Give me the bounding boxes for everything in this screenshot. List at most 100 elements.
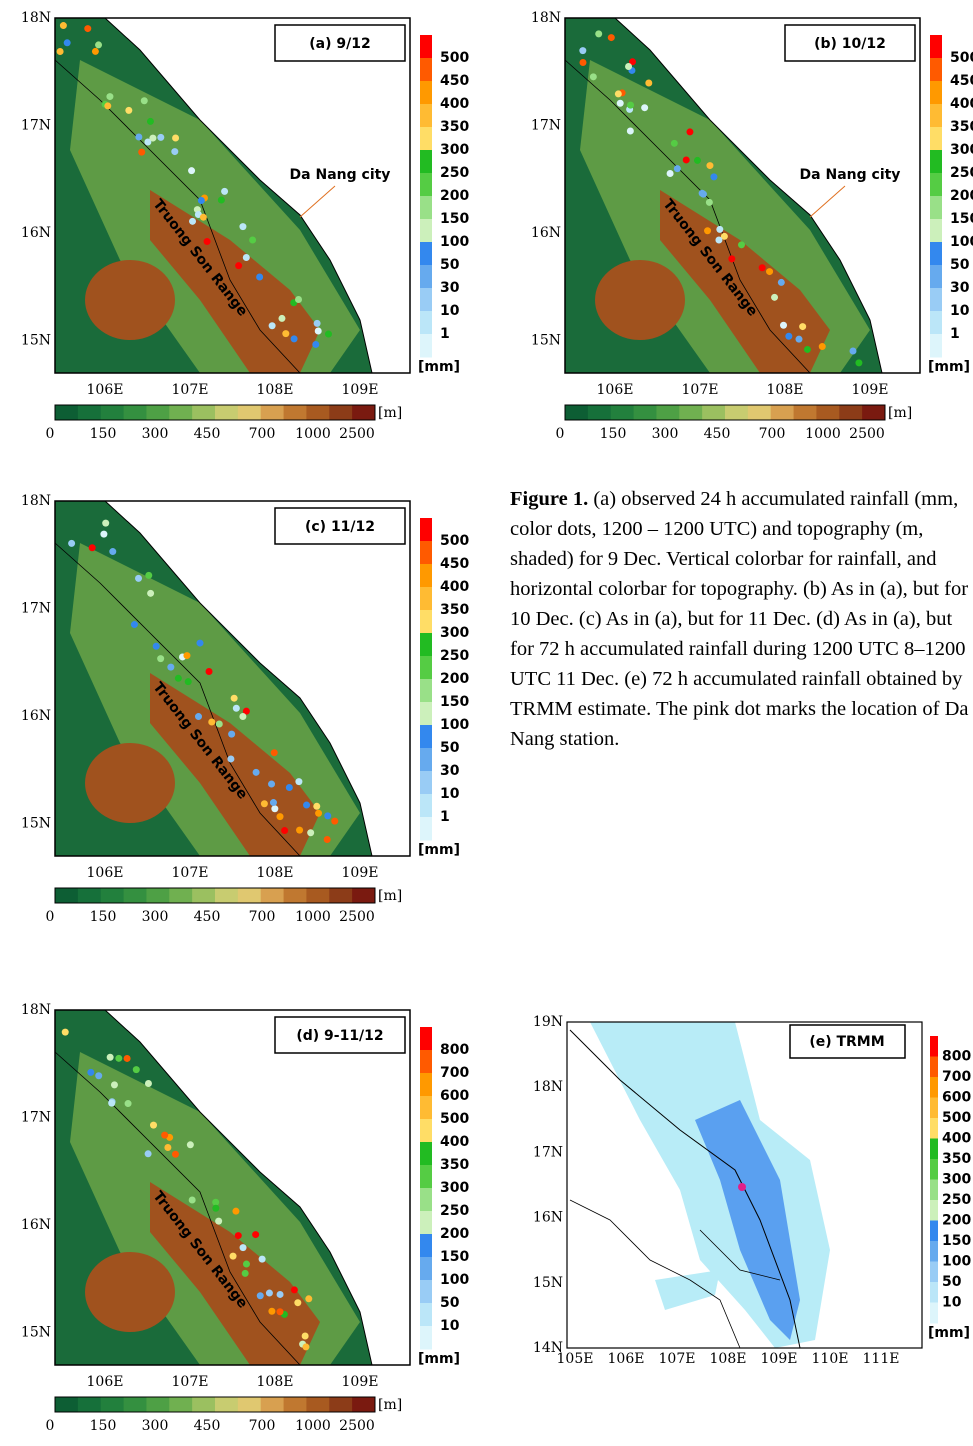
topo-cell	[192, 888, 216, 903]
station-dot	[106, 93, 114, 101]
station-dot	[157, 655, 165, 663]
rain-label: 250	[950, 165, 973, 181]
station-dot	[710, 173, 718, 181]
rain-cell	[420, 265, 432, 289]
lat-label: 19N	[533, 1014, 563, 1030]
station-dot	[295, 778, 303, 786]
station-dot	[252, 1231, 260, 1239]
map-frame	[564, 17, 921, 374]
rain-cell	[420, 748, 432, 772]
topo-cell	[123, 888, 147, 903]
rain-cell	[930, 1200, 938, 1221]
lat-label: 17N	[531, 118, 561, 134]
rain-label: 1	[440, 809, 450, 825]
topo-frame	[54, 404, 376, 421]
rain-label: 100	[942, 1254, 971, 1270]
rain-unit: [mm]	[928, 1325, 970, 1341]
rain-cell	[930, 1138, 938, 1160]
lat-label: 16N	[531, 225, 561, 241]
lon-label: 109E	[342, 865, 379, 881]
caption: Figure 1. (a) observed 24 h accumulated …	[510, 484, 970, 754]
station-dot	[239, 713, 247, 721]
station-dot	[626, 127, 634, 135]
rain-cell	[930, 1118, 938, 1139]
topo-cell	[169, 405, 193, 420]
station-dot	[161, 1131, 169, 1139]
plateau	[85, 260, 175, 340]
coastline	[104, 18, 373, 373]
station-dot	[579, 47, 587, 55]
station-dot	[276, 1308, 284, 1316]
lon-label: 111E	[863, 1351, 900, 1367]
panel-label: (b) 10/12	[814, 36, 886, 52]
station-dot	[313, 802, 321, 810]
station-dot	[693, 156, 701, 164]
rain-cell	[420, 610, 432, 634]
rain-cell	[420, 679, 432, 703]
station-dot	[229, 1252, 237, 1260]
station-dot	[795, 335, 803, 343]
rain-label: 50	[440, 740, 460, 756]
station-dot	[106, 1053, 114, 1061]
station-dot	[706, 162, 714, 170]
topo-label: 450	[194, 426, 221, 442]
lat-label: 18N	[21, 493, 51, 509]
topo-cell	[77, 1397, 102, 1412]
rain-cell	[930, 334, 942, 358]
station-dot	[194, 713, 202, 721]
panel-label: (c) 11/12	[305, 519, 375, 535]
rain-cell	[420, 1027, 432, 1051]
station-dot	[301, 1332, 309, 1340]
rain-label: 200	[440, 671, 469, 687]
border	[55, 542, 301, 856]
lat-label: 17N	[21, 118, 51, 134]
station-dot	[670, 139, 678, 147]
lat-label: 16N	[21, 225, 51, 241]
topo-label: 0	[46, 909, 55, 925]
station-dot	[738, 241, 746, 249]
rain-label: 350	[942, 1151, 971, 1167]
rain-label: 300	[440, 1180, 469, 1196]
station-dot	[252, 768, 260, 776]
station-dot	[189, 217, 197, 225]
topo-cell	[862, 405, 886, 420]
label-frame	[274, 507, 406, 545]
rain-label: 350	[440, 119, 469, 135]
topo-label: 150	[90, 909, 117, 925]
rain-colorbar: 800 700 600 500 400 350 300 250 200 150 100 50 10 [mm…	[928, 1036, 971, 1341]
topo-cell	[55, 1397, 79, 1412]
topo-cell	[260, 888, 285, 903]
station-dot	[146, 117, 154, 125]
rain-cell	[930, 35, 942, 59]
topo-cell	[770, 405, 795, 420]
station-dot	[145, 571, 153, 579]
station-dot	[265, 1289, 273, 1297]
station-dot	[269, 799, 277, 807]
lon-label: 109E	[342, 1374, 379, 1390]
topo-unit: [m]	[378, 888, 402, 904]
rain-area-light2	[655, 1270, 720, 1310]
topo-label: 300	[142, 426, 169, 442]
rain-cell	[930, 104, 942, 128]
station-dot	[147, 589, 155, 597]
station-dot	[217, 196, 225, 204]
station-dot	[135, 133, 143, 141]
station-dot	[249, 236, 257, 244]
sea	[615, 18, 920, 373]
label-box: (b) 10/12	[784, 24, 916, 62]
plateau	[85, 743, 175, 823]
topo-label: 0	[46, 426, 55, 442]
rain-cell	[420, 702, 432, 726]
station-dot	[132, 1066, 140, 1074]
station-dot	[228, 730, 236, 738]
station-dot	[268, 1307, 276, 1315]
rain-cell	[420, 1326, 432, 1350]
lat-label: 15N	[533, 1275, 563, 1291]
rain-label: 300	[440, 142, 469, 158]
station-dot	[616, 99, 624, 107]
topo-cell	[725, 405, 749, 420]
rain-label: 600	[942, 1090, 971, 1106]
